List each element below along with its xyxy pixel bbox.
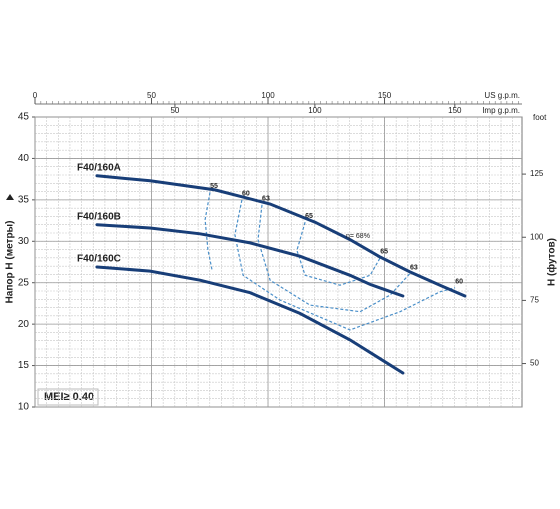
efficiency-label: 55 bbox=[210, 183, 218, 190]
y2-axis-label: H (футов) bbox=[546, 238, 558, 286]
efficiency-line bbox=[257, 204, 411, 313]
efficiency-label: 65 bbox=[380, 249, 388, 256]
efficiency-label: 60 bbox=[455, 279, 463, 286]
efficiency-label: 63 bbox=[410, 264, 418, 271]
x2-tick-label: 100 bbox=[308, 106, 322, 115]
pump-curve bbox=[95, 223, 405, 298]
y2-tick-label: 75 bbox=[530, 296, 539, 305]
y-tick-label: 30 bbox=[18, 236, 30, 247]
x2-tick-label: 50 bbox=[170, 106, 179, 115]
y-tick-label: 10 bbox=[18, 402, 30, 413]
y-tick-label: 20 bbox=[18, 319, 30, 330]
x-tick-label: 50 bbox=[147, 91, 156, 100]
curve-label: F40/160A bbox=[77, 162, 121, 173]
efficiency-line bbox=[296, 222, 381, 286]
pump-curve bbox=[95, 174, 467, 298]
efficiency-label: 63 bbox=[262, 196, 270, 203]
badge-box bbox=[37, 388, 99, 406]
x-tick-label: 100 bbox=[261, 91, 275, 100]
y2-tick-label: 100 bbox=[530, 232, 544, 241]
y2-unit: foot bbox=[533, 113, 547, 122]
x-tick-label: 150 bbox=[378, 91, 392, 100]
pump-curve bbox=[95, 265, 405, 375]
y-axis-label: Напор H (метры) bbox=[5, 221, 16, 304]
y-tick-label: 40 bbox=[18, 153, 30, 164]
y2-tick-label: 125 bbox=[530, 169, 544, 178]
x-tick-label: 0 bbox=[33, 91, 38, 100]
x-axis-label: US g.p.m. bbox=[484, 91, 520, 100]
curve-label: F40/160C bbox=[77, 254, 121, 265]
annotation: η= 68% bbox=[346, 233, 370, 240]
x2-axis-label: Imp g.p.m. bbox=[482, 106, 520, 115]
x2-tick-label: 150 bbox=[448, 106, 462, 115]
y-tick-label: 35 bbox=[18, 194, 30, 205]
y-tick-label: 25 bbox=[18, 277, 30, 288]
efficiency-label: 65 bbox=[305, 213, 313, 220]
axis-arrow bbox=[6, 194, 14, 200]
curve-label: F40/160B bbox=[77, 211, 121, 222]
plot-frame bbox=[34, 116, 523, 408]
y-tick-label: 15 bbox=[18, 360, 30, 371]
y2-tick-label: 50 bbox=[530, 359, 539, 368]
badge: MEI≥ 0.40 bbox=[44, 391, 94, 403]
efficiency-label: 60 bbox=[242, 191, 250, 198]
y-tick-label: 45 bbox=[18, 112, 30, 123]
